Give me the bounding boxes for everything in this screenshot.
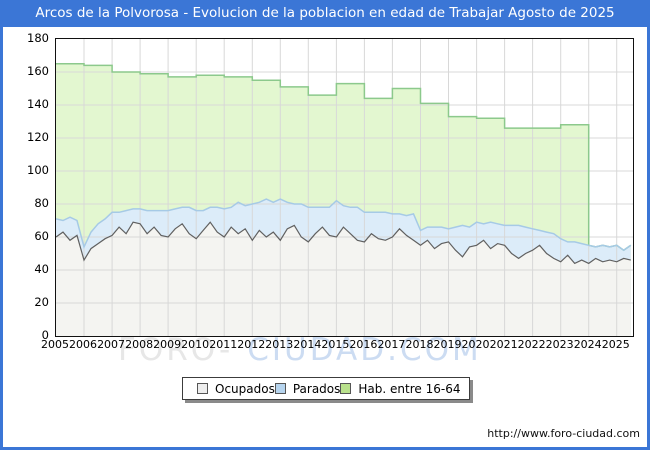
watermark-part2: CIUDAD.COM xyxy=(247,332,482,368)
watermark-part1: FORO- xyxy=(118,332,234,368)
x-tick-label: 2011 xyxy=(209,338,238,351)
ocupados-swatch-icon xyxy=(197,383,208,394)
x-tick-label: 2016 xyxy=(349,338,378,351)
y-tick-label: 180 xyxy=(27,31,49,45)
y-tick-label: 20 xyxy=(34,295,49,309)
x-tick-label: 2025 xyxy=(601,338,630,351)
plot-area xyxy=(55,38,634,337)
page-title: Arcos de la Polvorosa - Evolucion de la … xyxy=(35,5,615,21)
x-tick-label: 2010 xyxy=(181,338,210,351)
parados-swatch-icon xyxy=(274,383,286,394)
x-tick-label: 2008 xyxy=(125,338,154,351)
legend-item-parados: Parados xyxy=(274,381,341,396)
x-tick-label: 2007 xyxy=(97,338,126,351)
y-tick-label: 0 xyxy=(41,328,49,342)
x-tick-label: 2019 xyxy=(433,338,462,351)
hab16-64-swatch-icon xyxy=(340,383,352,394)
legend-item-ocupados: Ocupados xyxy=(197,382,275,396)
x-tick-label: 2015 xyxy=(321,338,350,351)
x-tick-label: 2023 xyxy=(545,338,574,351)
y-tick-label: 140 xyxy=(27,97,49,111)
watermark: FORO- CIUDAD.COM xyxy=(118,332,482,368)
x-tick-label: 2020 xyxy=(461,338,490,351)
title-bar: Arcos de la Polvorosa - Evolucion de la … xyxy=(0,0,650,27)
x-tick-label: 2022 xyxy=(517,338,546,351)
legend: Ocupados Parados Hab. entre 16-64 xyxy=(182,377,470,400)
y-tick-label: 120 xyxy=(27,130,49,144)
x-tick-label: 2013 xyxy=(265,338,294,351)
y-tick-label: 60 xyxy=(34,229,49,243)
x-tick-label: 2009 xyxy=(153,338,182,351)
x-tick-label: 2024 xyxy=(573,338,602,351)
y-tick-label: 100 xyxy=(27,163,49,177)
legend-label-ocupados: Ocupados xyxy=(215,381,275,396)
x-tick-label: 2006 xyxy=(69,338,98,351)
x-tick-label: 2005 xyxy=(41,338,69,351)
y-tick-label: 160 xyxy=(27,64,49,78)
x-tick-label: 2021 xyxy=(489,338,518,351)
legend-label-hab16-64: Hab. entre 16-64 xyxy=(358,381,461,396)
site-url: http://www.foro-ciudad.com xyxy=(487,427,640,440)
x-tick-label: 2017 xyxy=(377,338,406,351)
legend-item-hab16-64: Hab. entre 16-64 xyxy=(340,382,460,396)
legend-label-parados: Parados xyxy=(292,381,341,396)
y-tick-label: 80 xyxy=(34,196,49,210)
x-tick-label: 2018 xyxy=(405,338,434,351)
x-tick-label: 2014 xyxy=(293,338,322,351)
x-tick-label: 2012 xyxy=(237,338,266,351)
y-tick-label: 40 xyxy=(34,262,49,276)
